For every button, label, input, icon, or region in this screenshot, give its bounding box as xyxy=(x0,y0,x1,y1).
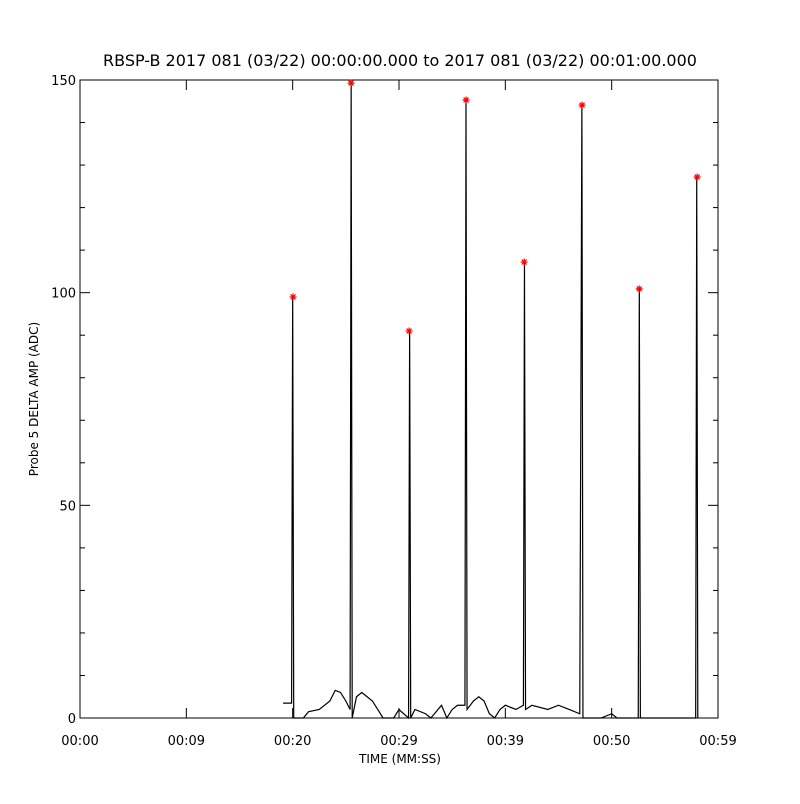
x-tick-label: 00:29 xyxy=(380,734,417,749)
x-tick-label: 00:39 xyxy=(487,734,524,749)
x-tick-label: 00:09 xyxy=(168,734,205,749)
y-tick-label: 50 xyxy=(59,499,76,514)
peak-marker xyxy=(693,173,701,181)
peak-marker xyxy=(462,96,470,104)
data-line xyxy=(283,84,699,720)
x-tick-label: 00:59 xyxy=(699,734,736,749)
y-tick-label: 100 xyxy=(51,287,76,302)
y-axis-label: Probe 5 DELTA AMP (ADC) xyxy=(27,322,41,476)
x-axis-label: TIME (MM:SS) xyxy=(358,752,441,766)
x-tick-label: 00:00 xyxy=(61,734,98,749)
peak-marker xyxy=(520,258,528,266)
chart-title: RBSP-B 2017 081 (03/22) 00:00:00.000 to … xyxy=(103,51,697,70)
y-tick-label: 0 xyxy=(68,712,76,727)
x-tick-label: 00:20 xyxy=(274,734,311,749)
peak-marker xyxy=(347,79,355,87)
peak-marker xyxy=(635,285,643,293)
y-tick-label: 150 xyxy=(51,74,76,89)
peak-marker xyxy=(578,101,586,109)
peak-marker xyxy=(405,327,413,335)
x-tick-label: 00:50 xyxy=(593,734,630,749)
peak-marker xyxy=(289,293,297,301)
